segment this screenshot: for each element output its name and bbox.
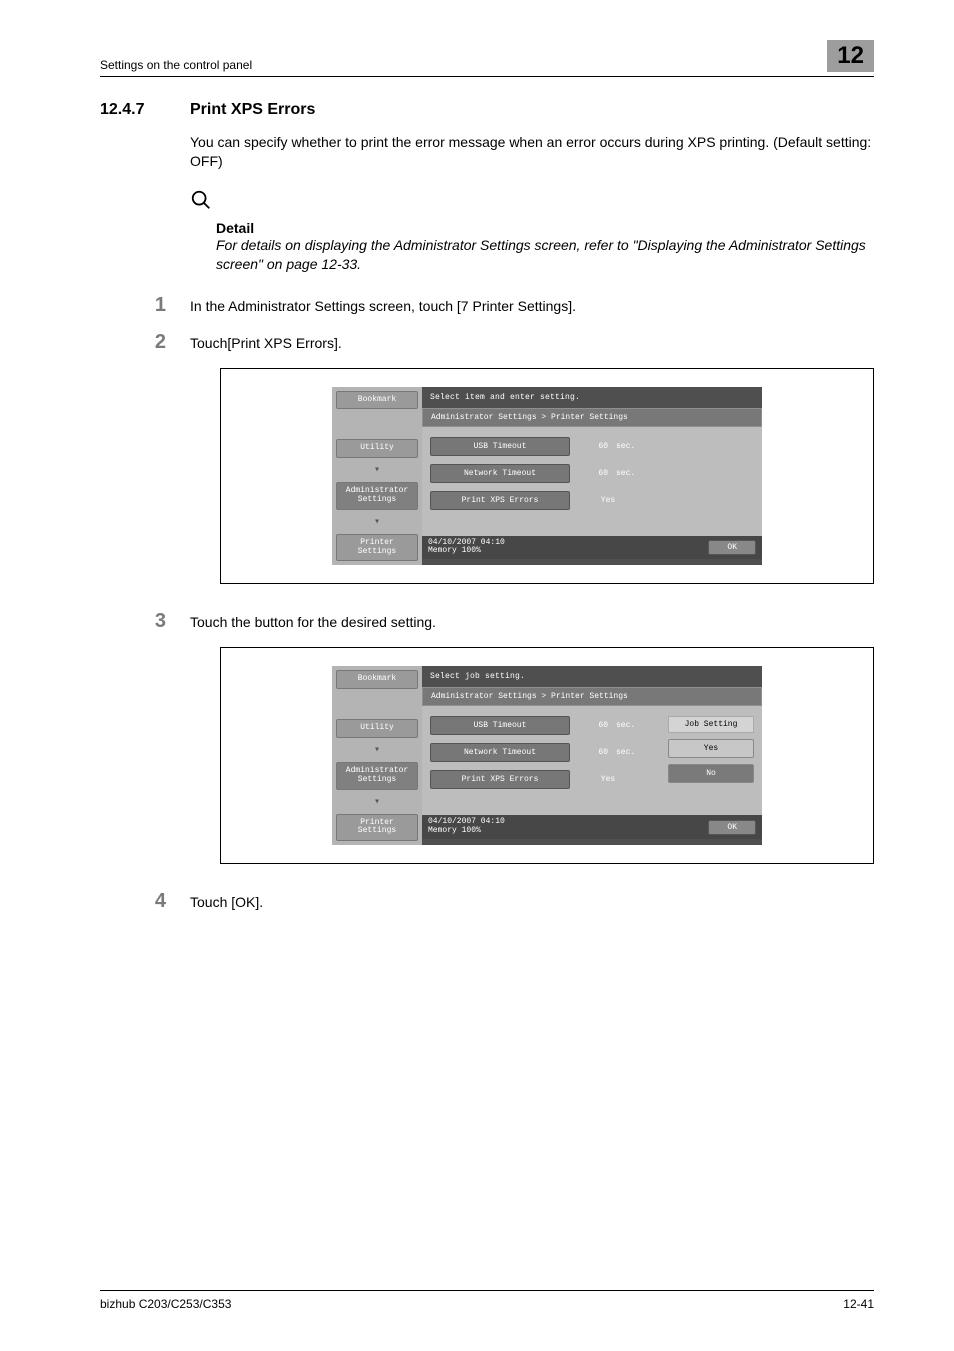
usb-timeout-button[interactable]: USB Timeout [430,437,570,456]
job-setting-label: Job Setting [668,716,754,733]
page-footer: bizhub C203/C253/C353 12-41 [100,1290,874,1311]
printer-settings-tab[interactable]: Printer Settings [336,534,418,562]
intro-text: You can specify whether to print the err… [190,133,874,171]
step-number: 4 [100,890,166,913]
status-info: 04/10/2007 04:10 Memory 100% [428,539,505,557]
network-timeout-button[interactable]: Network Timeout [430,464,570,483]
down-arrow-icon: ▾ [336,464,418,476]
section-number: 12.4.7 [100,101,160,119]
down-arrow-icon: ▾ [336,744,418,756]
usb-timeout-value: 60 [578,721,608,730]
utility-tab[interactable]: Utility [336,439,418,458]
printer-settings-tab[interactable]: Printer Settings [336,814,418,842]
detail-callout: Detail For details on displaying the Adm… [190,189,874,274]
network-timeout-button[interactable]: Network Timeout [430,743,570,762]
usb-timeout-button[interactable]: USB Timeout [430,716,570,735]
footer-right: 12-41 [843,1297,874,1311]
panel-prompt: Select job setting. [422,666,762,687]
step-number: 2 [100,331,166,354]
print-xps-errors-value: Yes [578,496,638,505]
step-text: Touch[Print XPS Errors]. [190,335,342,351]
header-left: Settings on the control panel [100,58,252,72]
admin-settings-tab[interactable]: Administrator Settings [336,762,418,790]
panel-sidebar: Bookmark Utility ▾ Administrator Setting… [332,387,422,566]
step-text: Touch the button for the desired setting… [190,614,436,630]
unit-label: sec. [616,442,646,451]
detail-label: Detail [216,220,874,236]
admin-settings-tab[interactable]: Administrator Settings [336,482,418,510]
job-setting-panel: Job Setting Yes No [668,716,754,789]
status-info: 04/10/2007 04:10 Memory 100% [428,818,505,836]
print-xps-errors-value: Yes [578,775,638,784]
step-2: 2 Touch[Print XPS Errors]. [100,331,874,354]
ok-button[interactable]: OK [708,540,756,555]
usb-timeout-value: 60 [578,442,608,451]
step-4: 4 Touch [OK]. [100,890,874,913]
utility-tab[interactable]: Utility [336,719,418,738]
panel-breadcrumb: Administrator Settings > Printer Setting… [422,687,762,706]
section-title: Print XPS Errors [190,101,315,119]
down-arrow-icon: ▾ [336,516,418,528]
yes-button[interactable]: Yes [668,739,754,758]
panel-sidebar: Bookmark Utility ▾ Administrator Setting… [332,666,422,845]
network-timeout-value: 60 [578,748,608,757]
unit-label: sec. [616,469,646,478]
network-timeout-value: 60 [578,469,608,478]
no-button[interactable]: No [668,764,754,783]
step-number: 1 [100,294,166,317]
page-header: Settings on the control panel 12 [100,40,874,77]
down-arrow-icon: ▾ [336,796,418,808]
section-heading: 12.4.7 Print XPS Errors [100,101,874,119]
footer-left: bizhub C203/C253/C353 [100,1297,231,1311]
step-1: 1 In the Administrator Settings screen, … [100,294,874,317]
screenshot-1: Bookmark Utility ▾ Administrator Setting… [220,368,874,585]
bookmark-tab[interactable]: Bookmark [336,670,418,689]
unit-label: sec. [616,748,646,757]
step-text: Touch [OK]. [190,894,263,910]
step-text: In the Administrator Settings screen, to… [190,298,576,314]
chapter-number: 12 [827,40,874,72]
panel-breadcrumb: Administrator Settings > Printer Setting… [422,408,762,427]
screenshot-2: Bookmark Utility ▾ Administrator Setting… [220,647,874,864]
ok-button[interactable]: OK [708,820,756,835]
print-xps-errors-button[interactable]: Print XPS Errors [430,491,570,510]
step-3: 3 Touch the button for the desired setti… [100,610,874,633]
panel-prompt: Select item and enter setting. [422,387,762,408]
detail-body: For details on displaying the Administra… [216,236,874,274]
step-number: 3 [100,610,166,633]
magnifier-icon [190,189,212,218]
print-xps-errors-button[interactable]: Print XPS Errors [430,770,570,789]
unit-label: sec. [616,721,646,730]
bookmark-tab[interactable]: Bookmark [336,391,418,410]
